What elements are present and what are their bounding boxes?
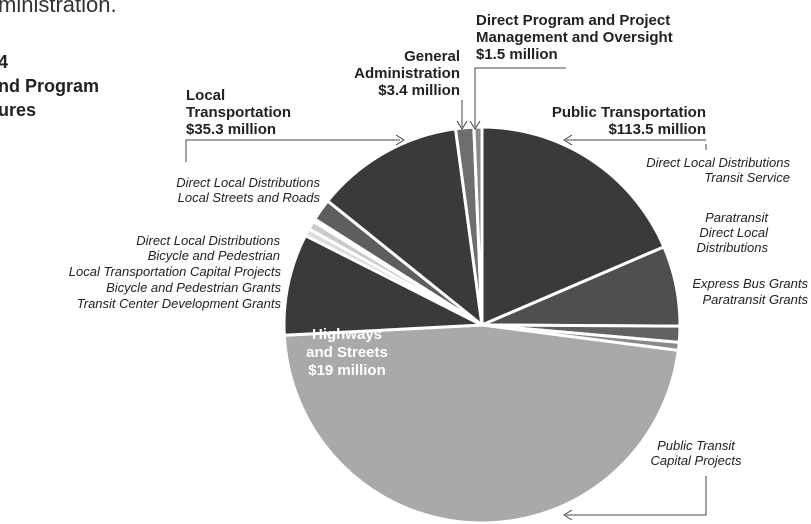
label-paratransit-dld: Paratransit Direct Local Distributions — [640, 210, 768, 255]
figure-title: 4 nd Program ures — [0, 50, 99, 122]
label-transit-center-grants: Transit Center Development Grants — [76, 296, 281, 311]
label-bicycle-pedestrian-grants: Bicycle and Pedestrian Grants — [106, 280, 281, 295]
label-para-dld-line1: Paratransit — [705, 210, 768, 225]
label-hs-line1: Highways — [311, 326, 383, 343]
label-public-transit-capital: Public Transit Capital Projects — [626, 438, 766, 468]
label-lt-line1: Local — [186, 87, 226, 104]
label-dpm-amount: $1.5 million — [476, 46, 558, 63]
leader-lt — [185, 139, 400, 142]
label-general-administration: General Administration $3.4 million — [340, 48, 460, 99]
pie-slices — [282, 125, 682, 524]
label-dpm-line2: Management and Oversight — [476, 29, 673, 46]
figure-title-line-1: 4 — [0, 52, 9, 72]
label-dpm-line1: Direct Program and Project — [476, 12, 671, 29]
label-dld-bp-line1: Direct Local Distributions — [136, 233, 280, 248]
label-highways-streets: Highways and Streets $19 million — [292, 326, 402, 380]
leader-dpm — [474, 67, 566, 127]
leader-arrows — [395, 120, 573, 521]
label-dld-bicycle-pedestrian: Direct Local Distributions Bicycle and P… — [40, 233, 280, 263]
pie-slice-highways-and-streets — [282, 234, 484, 337]
label-hs-amount: $19 million — [308, 362, 386, 379]
label-paratransit-grants: Paratransit Grants — [702, 292, 809, 307]
pie-slice-direct-local-distributions-local-streets-and-roads — [326, 127, 484, 327]
label-ga-amount: $3.4 million — [378, 82, 460, 99]
pie-slice-public-transit-capital-projects — [282, 323, 680, 524]
label-lt-line2: Transportation — [186, 104, 292, 121]
label-ga-line1: General — [404, 48, 460, 65]
label-dld-bp-line2: Bicycle and Pedestrian — [147, 248, 280, 263]
label-lt-amount: $35.3 million — [186, 121, 277, 138]
label-dld-ts-line1: Direct Local Distributions — [646, 155, 790, 170]
label-para-dld-line3: Distributions — [696, 240, 768, 255]
label-dld-lsr-line2: Local Streets and Roads — [177, 190, 320, 205]
leader-ptcp — [566, 476, 707, 516]
label-local-transportation: Local Transportation $35.3 million — [186, 87, 291, 138]
intro-text-fragment: ministration. — [0, 0, 117, 17]
label-ga-line2: Administration — [354, 65, 460, 82]
label-express-bus-grants: Express Bus Grants — [692, 276, 808, 291]
label-hs-line2: and Streets — [306, 344, 388, 361]
label-dld-ts-line2: Transit Service — [704, 170, 790, 185]
label-dpm: Direct Program and Project Management an… — [476, 12, 673, 63]
label-ptcp-line2: Capital Projects — [650, 453, 742, 468]
label-dld-lsr-line1: Direct Local Distributions — [176, 175, 320, 190]
label-pt-line1: Public Transportation — [551, 104, 706, 121]
label-local-transportation-capital: Local Transportation Capital Projects — [68, 264, 281, 279]
leader-lines — [185, 67, 707, 516]
label-ptcp-line1: Public Transit — [657, 438, 735, 453]
label-para-dld-line2: Direct Local — [699, 225, 768, 240]
label-pt-amount: $113.5 million — [608, 121, 706, 138]
label-dld-transit-service: Direct Local Distributions Transit Servi… — [590, 155, 790, 185]
pie-slice-direct-local-distributions-transit-service — [480, 125, 666, 327]
figure-title-line-3: ures — [0, 100, 37, 120]
figure-title-line-2: nd Program — [0, 76, 100, 96]
label-dld-local-streets: Direct Local Distributions Local Streets… — [80, 175, 320, 205]
label-public-transportation: Public Transportation $113.5 million — [520, 104, 706, 138]
